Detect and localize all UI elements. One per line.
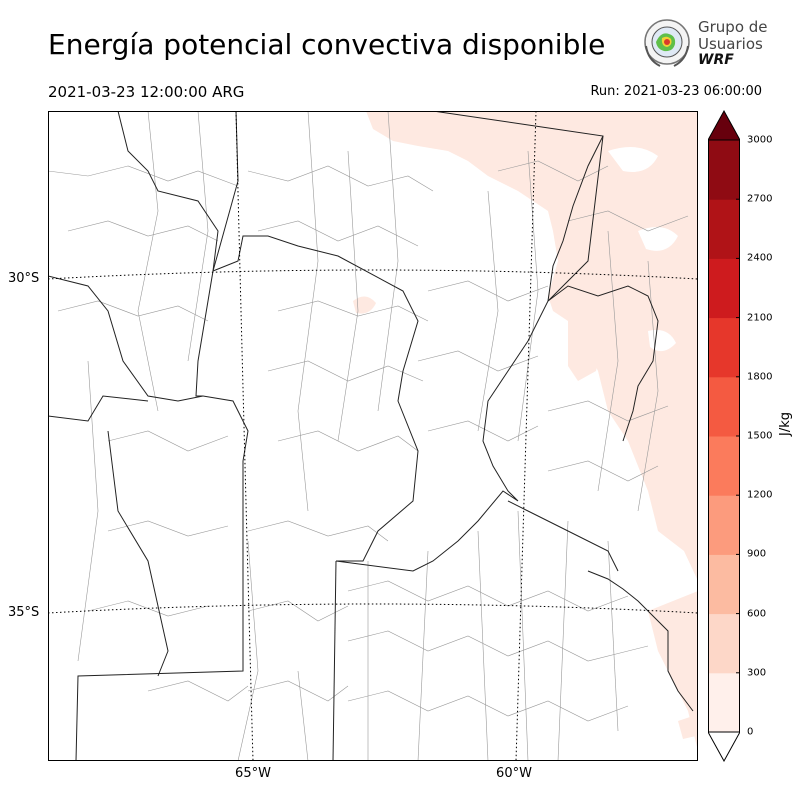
colorbar-bin — [708, 554, 740, 615]
cape-map — [48, 111, 698, 761]
colorbar-bin — [708, 317, 740, 378]
lat-label-30s: 30°S — [8, 271, 40, 286]
colorbar-bin — [708, 495, 740, 555]
map-frame — [48, 111, 698, 761]
lat-label-35s: 35°S — [8, 605, 40, 620]
colorbar-bin — [708, 199, 740, 259]
colorbar-tick-label: 0 — [747, 726, 754, 738]
colorbar-tick-label: 2700 — [747, 193, 773, 205]
colorbar-tick-label: 1800 — [747, 371, 773, 383]
page-title: Energía potencial convectiva disponible — [48, 28, 606, 61]
colorbar-bin — [708, 140, 740, 200]
colorbar-tick-label: 1200 — [747, 489, 773, 501]
colorbar-bin — [708, 258, 740, 319]
colorbar-tick-label: 600 — [747, 608, 767, 620]
coastline — [587, 570, 694, 712]
lon-label-65w: 65°W — [235, 766, 271, 781]
colorbar-bin — [708, 436, 740, 496]
wrf-emblem-icon — [644, 19, 690, 67]
colorbar-extend-min — [708, 731, 740, 762]
graticule — [48, 111, 698, 761]
department-borders — [48, 111, 689, 761]
colorbar-bin — [708, 672, 740, 733]
lon-label-60w: 60°W — [496, 766, 532, 781]
run-time: Run: 2021-03-23 06:00:00 — [590, 84, 762, 99]
colorbar-tick-label: 3000 — [747, 134, 773, 146]
colorbar — [708, 110, 740, 762]
colorbar-extend-max — [708, 110, 740, 141]
colorbar-units: J/kg — [778, 412, 793, 436]
colorbar-bin — [708, 376, 740, 437]
colorbar-tick-label: 900 — [747, 548, 767, 560]
logo-text-line2: Usuarios — [698, 35, 763, 53]
valid-time: 2021-03-23 12:00:00 ARG — [48, 83, 245, 101]
colorbar-tick-label: 2100 — [747, 312, 773, 324]
logo-text-line1: Grupo de — [698, 18, 768, 36]
logo-text-line3: WRF — [698, 52, 734, 68]
colorbar-tick-label: 2400 — [747, 252, 773, 264]
colorbar-bin — [708, 613, 740, 674]
province-borders — [48, 111, 659, 761]
wrf-logo: Grupo de Usuarios WRF — [638, 16, 768, 74]
colorbar-tick-label: 1500 — [747, 430, 773, 442]
colorbar-tick-label: 300 — [747, 667, 767, 679]
cape-shading-low — [353, 111, 698, 751]
cape-shading-gaps — [608, 147, 678, 561]
